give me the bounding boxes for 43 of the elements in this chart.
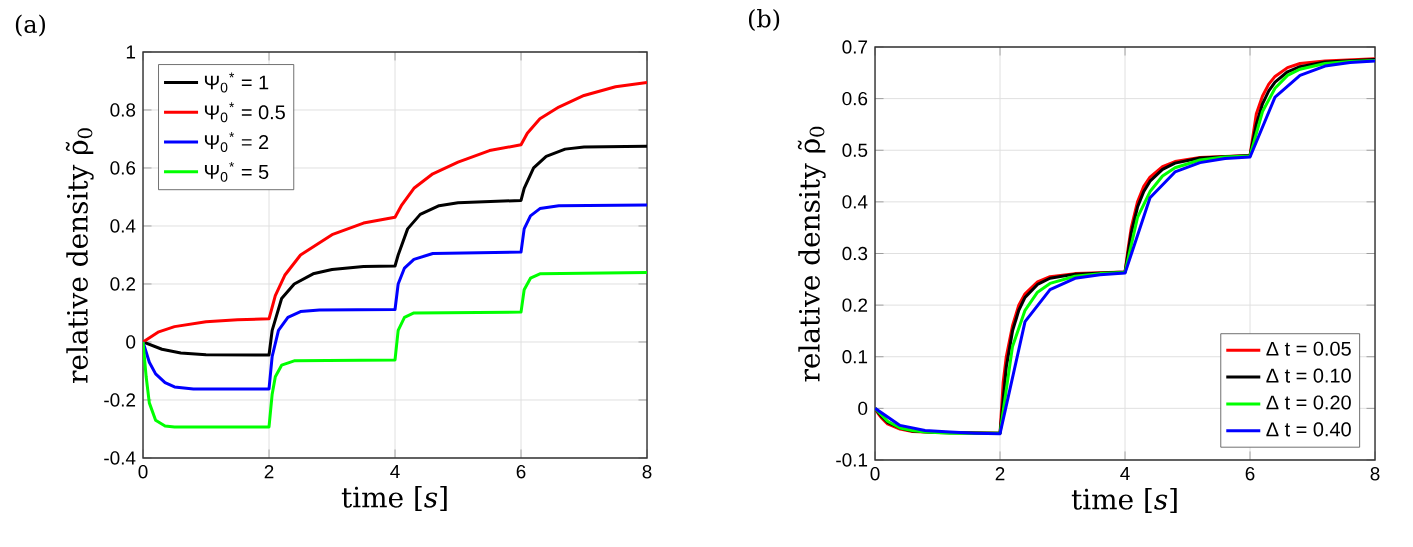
y-tick-label: 0.8 — [110, 103, 136, 117]
y-tick-label: 0 — [126, 335, 136, 349]
x-tick-label: 2 — [995, 467, 1005, 481]
y-tick-label: 0.3 — [842, 246, 868, 261]
legend-label: Ψ$_{0}$$^{*}$ = 2 — [204, 132, 269, 153]
x-tick-label: 6 — [516, 465, 526, 479]
legend-label: Ψ$_{0}$$^{*}$ = 1 — [204, 72, 269, 93]
x-tick-label: 8 — [1370, 467, 1380, 481]
x-tick-label: 6 — [1245, 467, 1255, 481]
legend-label: Δ t = 0.20 — [1266, 395, 1351, 410]
x-axis-title: time [s] — [1071, 488, 1177, 513]
x-tick-label: 4 — [1120, 467, 1130, 481]
y-tick-label: -0.1 — [836, 453, 868, 467]
x-axis-title: time [s] — [341, 486, 447, 511]
y-tick-label: 0.5 — [842, 143, 868, 157]
y-tick-label: 1 — [126, 45, 136, 59]
y-tick-label: -0.4 — [104, 451, 136, 465]
legend-label: Δ t = 0.40 — [1266, 422, 1351, 437]
y-tick-label: 0.6 — [110, 161, 136, 175]
legend-label: Ψ$_{0}$$^{*}$ = 0.5 — [204, 102, 285, 123]
x-tick-label: 2 — [264, 465, 274, 479]
legend-label: Ψ$_{0}$$^{*}$ = 5 — [204, 161, 269, 182]
legend-label: Δ t = 0.05 — [1266, 341, 1351, 356]
y-tick-label: 0.6 — [842, 91, 868, 106]
y-tick-label: 0.4 — [110, 219, 136, 233]
y-tick-label: 0.7 — [842, 40, 868, 54]
y-axis-title: relative density ρ̃$_{0}$ — [797, 126, 826, 382]
legend-label: Δ t = 0.10 — [1266, 368, 1351, 383]
x-tick-label: 8 — [642, 465, 652, 479]
line-series — [143, 203, 648, 391]
y-tick-label: 0.2 — [110, 277, 136, 291]
y-axis-title: relative density ρ̃$_{0}$ — [65, 128, 94, 383]
y-tick-label: 0 — [858, 401, 868, 416]
chart-title: (a) — [15, 14, 45, 37]
line-series — [143, 270, 648, 429]
y-tick-label: 0.1 — [842, 350, 868, 364]
chart-title: (b) — [748, 9, 780, 31]
y-tick-label: -0.2 — [104, 393, 136, 407]
y-tick-label: 0.4 — [842, 195, 868, 209]
x-tick-label: 4 — [390, 465, 400, 479]
x-tick-label: 0 — [138, 465, 148, 479]
x-tick-label: 0 — [870, 467, 880, 481]
y-tick-label: 0.2 — [842, 298, 868, 312]
